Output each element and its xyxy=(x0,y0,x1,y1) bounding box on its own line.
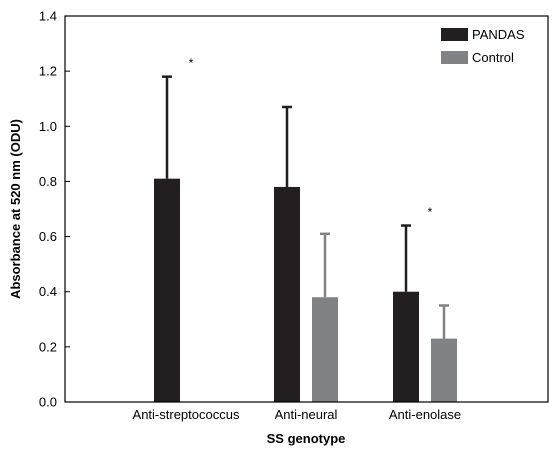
error-bars-layer xyxy=(162,75,449,339)
x-tick-label: Anti-streptococcus xyxy=(133,407,240,422)
bar-pandas xyxy=(393,291,419,402)
plot-frame xyxy=(64,15,549,403)
x-tick-label: Anti-neural xyxy=(275,407,338,422)
y-tick-label: 0.8 xyxy=(39,174,57,189)
bar-pandas xyxy=(274,186,300,402)
bar-pandas xyxy=(154,178,180,402)
significance-asterisk: * xyxy=(428,205,433,219)
legend-label-pandas: PANDAS xyxy=(472,27,525,42)
legend: PANDAS Control xyxy=(441,27,525,65)
y-tick-label: 0.4 xyxy=(39,284,57,299)
y-tick-label: 0.6 xyxy=(39,229,57,244)
legend-swatch-pandas xyxy=(441,28,468,41)
bar-control xyxy=(312,297,338,402)
legend-swatch-control xyxy=(441,51,468,64)
bar-control xyxy=(431,338,457,402)
annotations-layer: ** xyxy=(189,56,433,219)
legend-label-control: Control xyxy=(472,50,514,65)
x-axis-ticks: Anti-streptococcus Anti-neural Anti-enolas… xyxy=(133,407,462,422)
y-tick-label: 1.4 xyxy=(39,9,57,24)
y-tick-label: 1.2 xyxy=(39,64,57,79)
significance-asterisk: * xyxy=(189,56,194,70)
axes-layer xyxy=(64,15,549,403)
y-tick-label: 0.0 xyxy=(39,395,57,410)
y-axis-ticks: 0.0 0.2 0.4 0.6 0.8 1.0 1.2 1.4 xyxy=(39,9,70,410)
x-axis-title: SS genotype xyxy=(267,431,346,446)
y-tick-label: 0.2 xyxy=(39,339,57,354)
y-tick-label: 1.0 xyxy=(39,119,57,134)
y-axis-title: Absorbance at 520 nm (ODU) xyxy=(8,119,23,299)
x-tick-label: Anti-enolase xyxy=(389,407,461,422)
bars-layer xyxy=(154,178,457,402)
